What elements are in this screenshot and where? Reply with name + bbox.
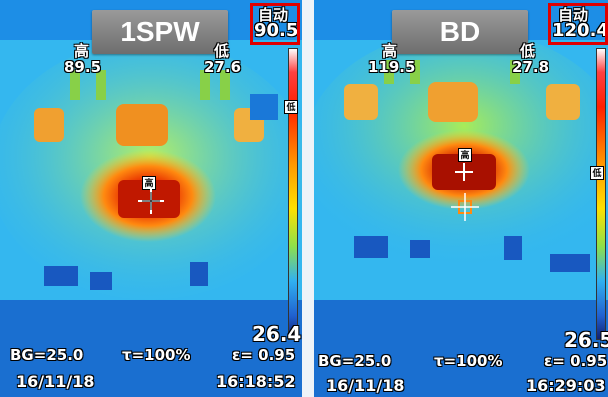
time-right: 16:29:03 (526, 376, 606, 395)
tau-right: τ=100% (434, 352, 503, 370)
scale-lo-marker-left: 低 (284, 100, 298, 114)
max-temp-highlight-right (548, 3, 608, 45)
panel-title-right: BD (392, 10, 528, 54)
mode-label-left: 自动 (258, 6, 289, 24)
bg-left: BG=25.0 (10, 346, 84, 364)
max-temp-left: 90.5 (254, 20, 299, 41)
thermal-panel-left: 1SPW 自动 90.5 高 89.5 低 27.6 低 高 26.4 BG=2… (0, 0, 302, 397)
bg-right: BG=25.0 (318, 352, 392, 370)
hi-value-right: 119.5 (368, 58, 416, 76)
scale-lo-marker-right: 低 (590, 166, 604, 180)
panel-divider (302, 0, 314, 397)
spot-marker-left: 高 (142, 176, 156, 190)
thermal-panel-right: BD 自动 120.4 高 119.5 低 27.8 低 高 26.5 BG=2… (314, 0, 608, 397)
lo-label-right: 低 (520, 42, 536, 60)
hi-label-left: 高 (74, 42, 90, 60)
date-right: 16/11/18 (326, 376, 405, 395)
time-left: 16:18:52 (216, 372, 296, 391)
color-scale-left (288, 48, 298, 340)
hi-value-left: 89.5 (64, 58, 102, 76)
thermal-image-left (0, 0, 302, 397)
date-left: 16/11/18 (16, 372, 95, 391)
crosshair-icon-left (138, 188, 164, 214)
hi-label-right: 高 (382, 42, 398, 60)
scale-min-right: 26.5 (564, 328, 608, 352)
lo-label-left: 低 (214, 42, 230, 60)
lo-value-right: 27.8 (512, 58, 550, 76)
panel-title-left: 1SPW (92, 10, 228, 54)
crosshair-icon-right (451, 193, 479, 221)
hotspot-cross-icon-right (455, 163, 473, 181)
lo-value-left: 27.6 (204, 58, 242, 76)
max-temp-right: 120.4 (552, 20, 608, 41)
max-temp-highlight-left (250, 3, 300, 45)
mode-label-right: 自动 (558, 6, 589, 24)
tau-left: τ=100% (122, 346, 191, 364)
thermal-image-right (314, 0, 608, 397)
spot-marker-right: 高 (458, 148, 472, 162)
scale-min-left: 26.4 (252, 322, 302, 346)
eps-right: ε= 0.95 (544, 352, 608, 370)
eps-left: ε= 0.95 (232, 346, 296, 364)
color-scale-right (596, 48, 606, 340)
